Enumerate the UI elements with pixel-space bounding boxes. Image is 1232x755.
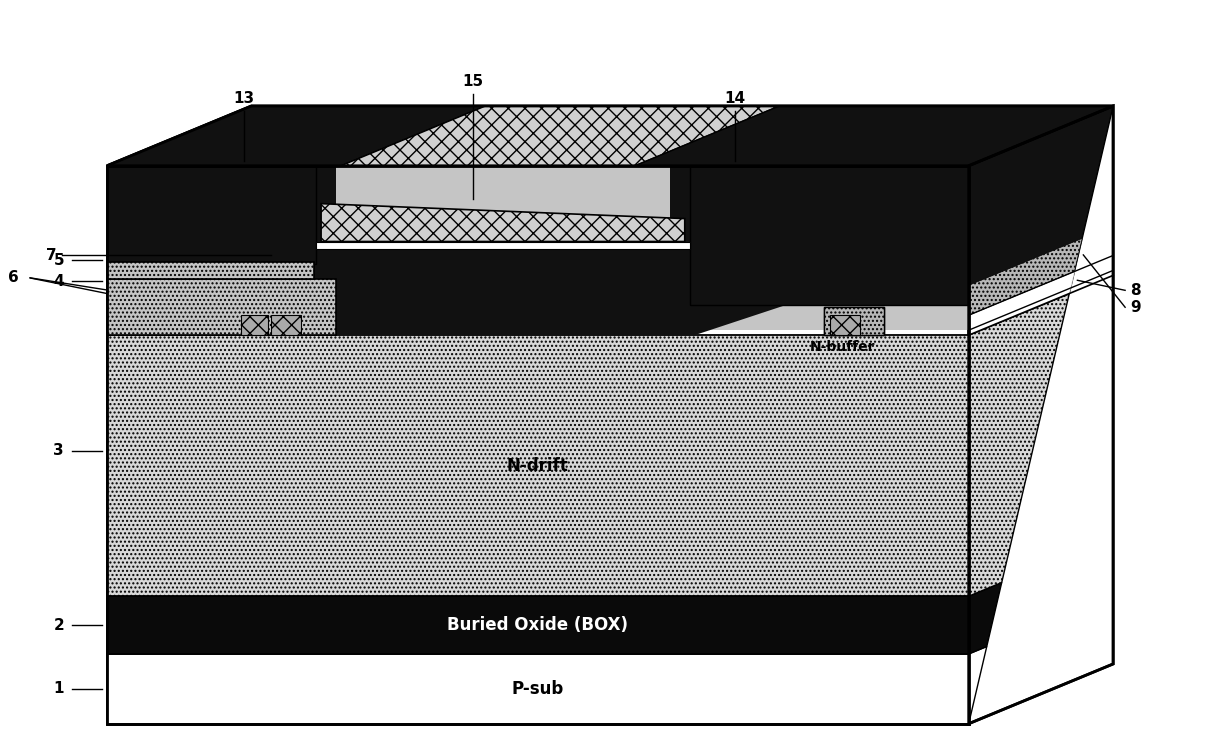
Polygon shape: [830, 316, 860, 335]
Polygon shape: [322, 204, 685, 242]
Text: 6: 6: [9, 270, 20, 285]
Text: 4: 4: [53, 274, 64, 289]
Text: Buried Oxide (BOX): Buried Oxide (BOX): [447, 616, 628, 634]
Polygon shape: [107, 263, 314, 279]
Polygon shape: [107, 596, 968, 654]
Text: 14: 14: [724, 91, 745, 106]
Polygon shape: [968, 106, 1114, 724]
Polygon shape: [824, 307, 885, 335]
Polygon shape: [830, 316, 860, 335]
Text: 3: 3: [53, 443, 64, 458]
Polygon shape: [271, 316, 301, 335]
Polygon shape: [968, 239, 1082, 316]
Polygon shape: [107, 166, 317, 264]
Polygon shape: [107, 335, 968, 596]
Polygon shape: [107, 279, 336, 335]
Text: 2: 2: [53, 618, 64, 633]
Text: 13: 13: [233, 91, 255, 106]
Text: 5: 5: [53, 253, 64, 268]
Text: 15: 15: [462, 74, 484, 89]
Text: P-well: P-well: [112, 279, 159, 292]
Polygon shape: [241, 316, 269, 335]
Polygon shape: [824, 307, 885, 335]
Polygon shape: [301, 232, 809, 335]
Polygon shape: [670, 164, 809, 297]
Polygon shape: [107, 279, 336, 335]
Polygon shape: [317, 249, 690, 335]
Polygon shape: [271, 316, 301, 335]
Polygon shape: [968, 288, 1071, 335]
Polygon shape: [634, 106, 1114, 166]
Polygon shape: [107, 106, 1114, 166]
Text: 8: 8: [1130, 283, 1141, 297]
Polygon shape: [107, 106, 1114, 166]
Text: P-sub: P-sub: [511, 680, 564, 698]
Polygon shape: [968, 272, 1074, 330]
Polygon shape: [317, 242, 690, 249]
Polygon shape: [107, 654, 968, 724]
Polygon shape: [968, 294, 1069, 596]
Text: 1: 1: [53, 681, 64, 696]
Text: P-body: P-body: [112, 294, 166, 308]
Text: N-buffer: N-buffer: [809, 340, 875, 354]
Polygon shape: [968, 106, 1114, 335]
Polygon shape: [968, 646, 987, 724]
Text: N-drift: N-drift: [506, 457, 569, 475]
Polygon shape: [301, 164, 336, 297]
Polygon shape: [107, 106, 485, 166]
Polygon shape: [690, 166, 968, 305]
Polygon shape: [107, 263, 314, 279]
Polygon shape: [341, 106, 780, 166]
Text: 9: 9: [1130, 300, 1141, 315]
Polygon shape: [968, 583, 1002, 654]
Polygon shape: [107, 166, 968, 724]
Text: 7: 7: [47, 248, 57, 263]
Polygon shape: [241, 316, 269, 335]
Polygon shape: [107, 166, 968, 330]
